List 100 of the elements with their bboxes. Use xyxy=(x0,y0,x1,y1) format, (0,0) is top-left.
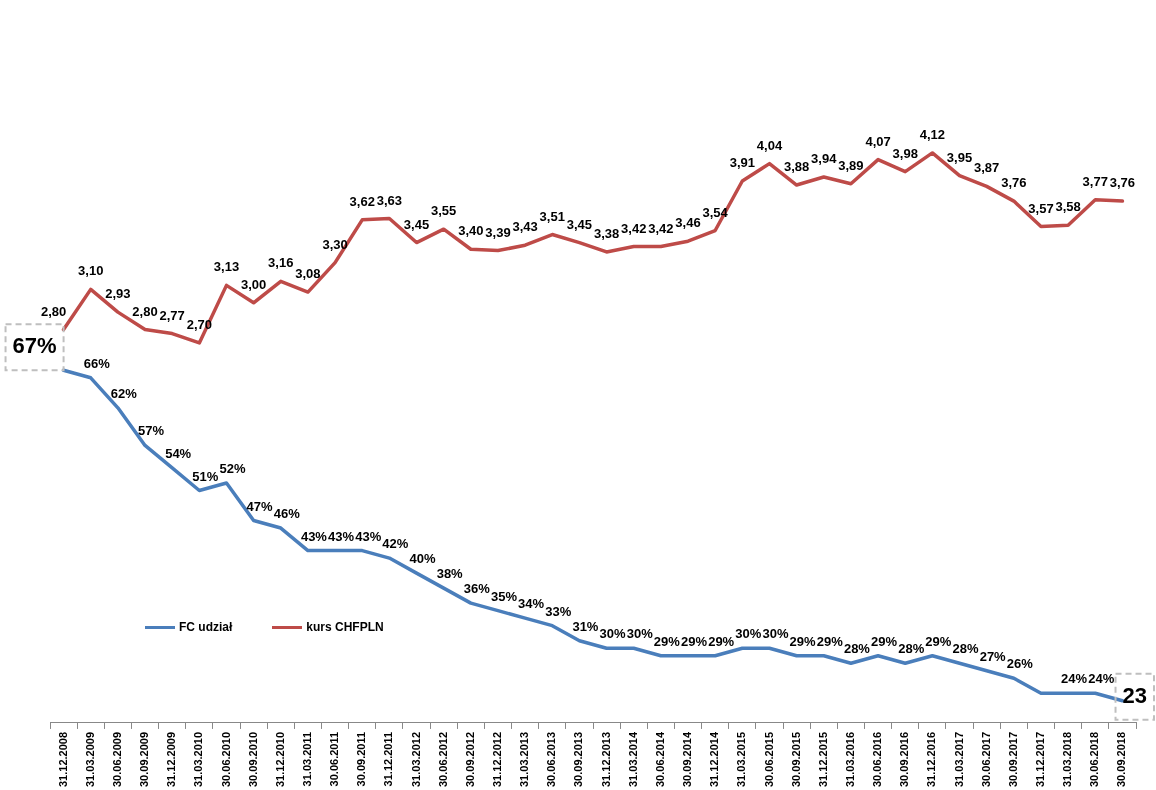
data-label: 3,45 xyxy=(403,216,430,232)
x-tick-label: 31.03.2012 xyxy=(409,731,422,788)
data-label: 29% xyxy=(653,633,681,649)
x-tick-label: 31.12.2008 xyxy=(56,731,69,788)
x-tick-label: 30.09.2010 xyxy=(246,731,259,788)
data-label: 2,80 xyxy=(40,303,67,319)
data-label: 3,58 xyxy=(1055,199,1081,215)
data-label: 3,88 xyxy=(783,159,810,175)
data-label: 4,12 xyxy=(919,127,946,142)
x-tick-label: 31.03.2014 xyxy=(626,731,639,788)
data-label: 35% xyxy=(490,588,518,604)
x-tick-label: 31.03.2009 xyxy=(83,731,96,788)
x-tick-label: 31.12.2013 xyxy=(599,731,612,788)
data-label: 3,94 xyxy=(811,151,838,167)
data-label: 28% xyxy=(952,641,979,657)
x-tick-label: 31.03.2011 xyxy=(300,731,313,787)
data-label: 3,98 xyxy=(892,145,918,161)
legend-label: kurs CHFPLN xyxy=(306,620,384,634)
data-label: 3,08 xyxy=(295,266,321,282)
x-tick-label: 30.06.2012 xyxy=(436,731,449,788)
x-tick-label: 31.12.2017 xyxy=(1034,731,1047,788)
data-label: 3,39 xyxy=(485,224,511,240)
data-label: 3,10 xyxy=(78,263,104,279)
x-tick-label: 31.12.2012 xyxy=(491,731,504,788)
data-label: 28% xyxy=(843,641,871,657)
data-label: 30% xyxy=(626,626,654,642)
data-label: 36% xyxy=(463,581,491,597)
x-tick-label: 30.06.2016 xyxy=(871,731,884,788)
x-tick-label: 31.12.2009 xyxy=(165,731,178,788)
data-label: 3,42 xyxy=(621,220,647,236)
data-label: 66% xyxy=(83,355,111,371)
x-tick-label: 30.09.2011 xyxy=(355,731,368,787)
data-label: 3,55 xyxy=(431,203,457,219)
data-label: 31% xyxy=(572,618,599,634)
data-label: 47% xyxy=(246,498,274,514)
data-label: 27% xyxy=(979,648,1007,664)
data-label: 57% xyxy=(138,423,165,439)
x-tick-label: 30.09.2018 xyxy=(1115,731,1128,788)
x-tick-label: 31.03.2017 xyxy=(952,731,965,788)
data-label: 3,76 xyxy=(1001,175,1027,191)
data-label: 3,87 xyxy=(974,160,1000,176)
x-tick-label: 31.03.2013 xyxy=(518,731,531,788)
data-label: 54% xyxy=(165,446,192,462)
data-label: 24% xyxy=(1061,671,1088,687)
data-label: 24% xyxy=(1088,671,1115,687)
data-label: 67% xyxy=(12,333,57,359)
data-label: 3,91 xyxy=(729,155,755,171)
data-label: 4,07 xyxy=(865,133,891,149)
data-label: 3,63 xyxy=(376,192,403,208)
data-label: 34% xyxy=(518,596,545,612)
data-label: 40% xyxy=(409,551,436,567)
data-label: 28% xyxy=(898,641,925,657)
data-label: 3,77 xyxy=(1082,173,1108,189)
x-tick-label: 30.09.2015 xyxy=(789,731,802,788)
x-tick-label: 31.03.2015 xyxy=(735,731,748,788)
x-tick-label: 31.03.2018 xyxy=(1061,731,1074,788)
data-label: 3,95 xyxy=(946,149,973,165)
x-tick-label: 31.12.2011 xyxy=(382,731,395,787)
data-label: 29% xyxy=(816,633,844,649)
data-label: 23 xyxy=(1122,682,1148,708)
x-tick-label: 31.03.2010 xyxy=(192,731,205,788)
data-label: 3,51 xyxy=(539,208,565,224)
data-label: 52% xyxy=(219,461,246,477)
x-tick-label: 30.06.2009 xyxy=(110,731,123,788)
x-tick-label: 30.09.2014 xyxy=(681,731,694,788)
x-tick-label: 31.12.2014 xyxy=(708,731,721,788)
data-label: 29% xyxy=(871,633,898,649)
data-label: 46% xyxy=(273,506,301,522)
data-label: 3,46 xyxy=(675,215,701,231)
data-label: 4,04 xyxy=(756,137,783,153)
data-label: 43% xyxy=(328,528,355,544)
data-label: 3,89 xyxy=(838,157,864,173)
x-tick-label: 30.06.2017 xyxy=(979,731,992,788)
data-label: 3,00 xyxy=(240,276,267,292)
x-tick-label: 30.09.2017 xyxy=(1006,731,1019,788)
data-label: 3,43 xyxy=(512,219,538,235)
data-label: 33% xyxy=(545,603,572,619)
data-label: 29% xyxy=(789,633,817,649)
data-label: 30% xyxy=(735,626,762,642)
x-tick-label: 31.12.2010 xyxy=(273,731,286,788)
x-tick-label: 30.09.2016 xyxy=(898,731,911,788)
x-tick-label: 30.06.2011 xyxy=(328,731,341,787)
x-tick-label: 30.06.2010 xyxy=(219,731,232,788)
data-label: 3,62 xyxy=(349,193,375,209)
data-label: 42% xyxy=(382,536,409,552)
data-label: 3,45 xyxy=(566,216,593,232)
data-label: 30% xyxy=(599,626,627,642)
data-label: 26% xyxy=(1006,656,1034,672)
data-label: 62% xyxy=(110,385,138,401)
data-label: 51% xyxy=(192,468,219,484)
data-label: 3,40 xyxy=(458,223,484,239)
data-label: 43% xyxy=(355,528,382,544)
data-label: 2,80 xyxy=(132,303,158,319)
x-tick-label: 30.06.2018 xyxy=(1088,731,1101,788)
data-label: 29% xyxy=(925,633,952,649)
data-label: 43% xyxy=(300,528,328,544)
x-tick-label: 30.09.2012 xyxy=(463,731,476,788)
x-tick-label: 30.09.2009 xyxy=(138,731,151,788)
data-label: 3,16 xyxy=(268,255,294,271)
x-tick-label: 30.06.2014 xyxy=(653,731,666,788)
